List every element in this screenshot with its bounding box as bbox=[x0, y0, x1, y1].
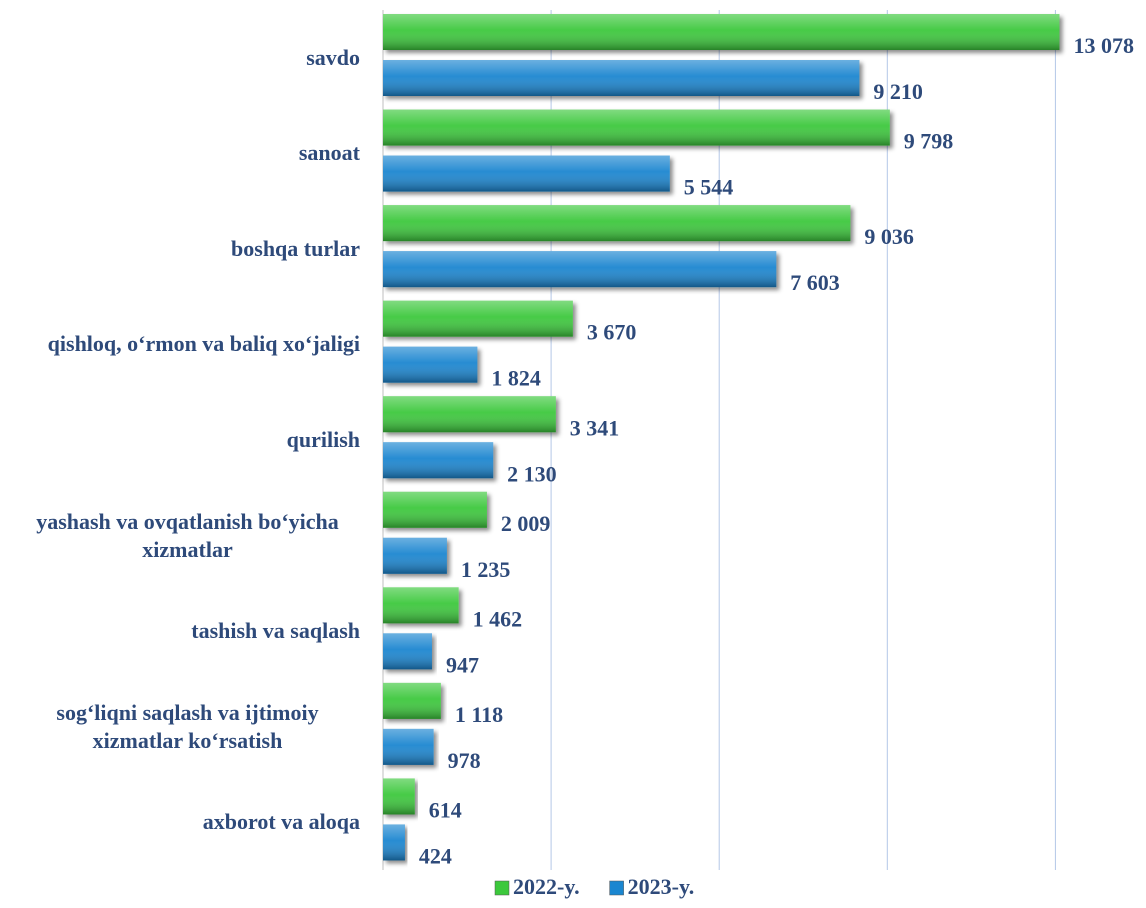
value-label: 424 bbox=[419, 843, 452, 868]
bar-shade bbox=[383, 251, 777, 288]
bar-shade bbox=[383, 537, 447, 574]
legend-swatch bbox=[494, 880, 510, 896]
bar-shade bbox=[383, 396, 556, 433]
category-text: qurilish bbox=[286, 426, 360, 452]
bar-shade bbox=[383, 587, 459, 624]
bar-shade bbox=[383, 728, 434, 765]
bar-shade bbox=[383, 778, 415, 815]
value-label: 1 118 bbox=[455, 702, 503, 727]
value-label: 614 bbox=[429, 797, 462, 822]
bar-shade bbox=[383, 14, 1060, 50]
category-label: yashash va ovqatlanish bo‘yicha xizmatla… bbox=[0, 488, 360, 584]
value-label: 7 603 bbox=[790, 270, 840, 295]
category-text: tashish va saqlash bbox=[191, 618, 360, 644]
value-label: 1 824 bbox=[491, 366, 541, 391]
value-label: 2 009 bbox=[501, 511, 551, 536]
bar-shade bbox=[383, 491, 487, 528]
value-label: 978 bbox=[448, 748, 481, 773]
legend-label: 2022-y. bbox=[513, 874, 580, 899]
value-label: 947 bbox=[446, 652, 479, 677]
bar-shade bbox=[383, 300, 573, 337]
category-label: axborot va aloqa bbox=[0, 774, 360, 870]
value-label: 3 670 bbox=[587, 320, 637, 345]
value-label: 1 235 bbox=[461, 557, 511, 582]
category-label: boshqa turlar bbox=[0, 201, 360, 297]
category-label: qurilish bbox=[0, 392, 360, 488]
category-label: qishloq, o‘rmon va baliq xo‘jaligi bbox=[0, 297, 360, 393]
category-label: sog‘liqni saqlash va ijtimoiy xizmatlar … bbox=[0, 679, 360, 775]
bar-shade bbox=[383, 346, 478, 383]
value-label: 13 078 bbox=[1073, 33, 1134, 58]
category-text: yashash va ovqatlanish bo‘yicha xizmatla… bbox=[36, 508, 339, 562]
category-text: qishloq, o‘rmon va baliq xo‘jaligi bbox=[47, 331, 360, 357]
legend-swatch bbox=[609, 880, 624, 896]
bar-shade bbox=[383, 205, 851, 242]
value-label: 5 544 bbox=[684, 175, 734, 200]
bar-shade bbox=[383, 109, 890, 146]
category-text: boshqa turlar bbox=[231, 235, 360, 261]
category-label: tashish va saqlash bbox=[0, 583, 360, 679]
category-text: savdo bbox=[306, 44, 360, 70]
value-label: 9 798 bbox=[904, 129, 954, 154]
bar-shade bbox=[383, 633, 432, 670]
value-label: 9 036 bbox=[864, 224, 914, 249]
category-label: savdo bbox=[0, 10, 360, 106]
legend-label: 2023-y. bbox=[628, 874, 695, 899]
category-text: axborot va aloqa bbox=[202, 809, 360, 835]
value-label: 2 130 bbox=[507, 461, 557, 486]
category-label: sanoat bbox=[0, 106, 360, 202]
value-label: 3 341 bbox=[570, 415, 620, 440]
value-label: 9 210 bbox=[873, 79, 923, 104]
value-label: 1 462 bbox=[473, 606, 523, 631]
bar-shade bbox=[383, 155, 670, 192]
category-text: sanoat bbox=[298, 140, 360, 166]
bar-shade bbox=[383, 60, 860, 96]
bar-shade bbox=[383, 682, 441, 719]
bar-shade bbox=[383, 442, 494, 479]
bar-shade bbox=[383, 824, 405, 861]
category-text: sog‘liqni saqlash va ijtimoiy xizmatlar … bbox=[56, 699, 319, 753]
